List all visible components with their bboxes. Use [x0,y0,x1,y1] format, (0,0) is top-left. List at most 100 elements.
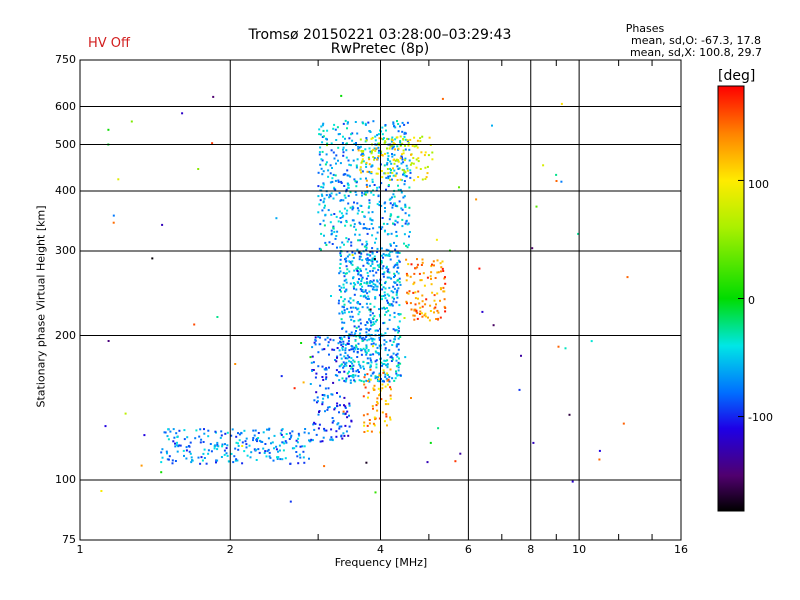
scatter-point [357,371,360,373]
scatter-point [381,364,383,367]
scatter-point [356,132,359,135]
scatter-point [347,121,349,124]
scatter-point [276,458,279,460]
scatter-point [398,357,400,360]
scatter-point [560,102,563,105]
scatter-point [374,491,377,494]
scatter-point [165,450,168,453]
scatter-point [408,148,411,151]
scatter-point [393,223,396,226]
scatter-point [347,186,350,189]
scatter-point [370,337,373,340]
scatter-point [342,146,345,149]
scatter-point [359,364,362,367]
scatter-point [366,243,369,245]
scatter-point [357,149,360,152]
scatter-point [258,439,261,442]
scatter-point [365,347,368,349]
scatter-point [410,308,413,311]
scatter-point [388,349,391,352]
scatter-point [220,434,223,437]
scatter-point [387,270,390,273]
scatter-point [225,452,228,455]
scatter-point [372,156,375,158]
scatter-point [322,170,325,173]
scatter-point [319,336,321,339]
scatter-point [364,193,367,196]
scatter-point [351,205,354,208]
scatter-point [400,179,403,182]
scatter-point [246,454,249,457]
scatter-point [386,379,389,382]
scatter-point [361,285,364,288]
scatter-point [391,250,394,253]
scatter-point [237,432,239,435]
scatter-point [389,215,392,218]
scatter-point [248,444,251,447]
scatter-point [366,271,369,274]
scatter-point [413,314,416,317]
scatter-point [338,133,341,135]
scatter-point [405,272,408,275]
scatter-point [375,172,378,175]
scatter-point [389,304,392,307]
scatter-point [332,339,335,342]
scatter-point [425,298,428,301]
scatter-point [390,178,393,181]
scatter-point [427,154,430,157]
scatter-point [408,235,410,238]
scatter-point [391,196,393,199]
scatter-point [376,186,379,189]
scatter-point [389,202,392,205]
scatter-point [346,255,349,258]
scatter-point [237,448,240,451]
scatter-point [407,263,410,266]
scatter-point [232,461,235,464]
scatter-point [257,432,260,434]
scatter-point [391,357,394,359]
scatter-point [341,338,343,341]
scatter-point [424,312,427,315]
scatter-point [360,161,363,164]
scatter-point [347,202,350,205]
scatter-point [373,424,376,427]
scatter-point [371,136,374,139]
scatter-point [412,314,415,317]
scatter-point [328,196,331,199]
scatter-point [378,373,381,375]
scatter-point [183,454,185,457]
scatter-point [289,500,292,503]
scatter-point [369,217,372,220]
scatter-point [322,186,325,189]
scatter-point [383,339,386,342]
scatter-point [348,349,351,352]
scatter-point [399,141,402,144]
scatter-point [390,169,392,172]
scatter-point [235,435,238,438]
scatter-point [322,183,325,186]
scatter-point [323,348,326,351]
scatter-point [362,291,365,293]
scatter-point [392,121,395,124]
scatter-point [175,444,178,447]
scatter-point [338,411,340,414]
scatter-point [331,180,334,183]
scatter-point [346,240,349,243]
scatter-point [384,287,387,290]
scatter-point [361,306,364,309]
scatter-point [161,456,164,459]
scatter-point [240,432,243,435]
scatter-point [398,200,401,203]
scatter-point [371,263,374,265]
scatter-point [444,310,447,313]
scatter-point [440,288,442,291]
scatter-point [380,137,383,140]
scatter-point [245,437,248,440]
scatter-point [341,346,344,349]
scatter-point [318,423,321,426]
scatter-point [386,424,388,427]
scatter-point [391,204,394,207]
scatter-point [338,210,341,213]
scatter-point [341,312,344,315]
scatter-point [362,223,365,226]
